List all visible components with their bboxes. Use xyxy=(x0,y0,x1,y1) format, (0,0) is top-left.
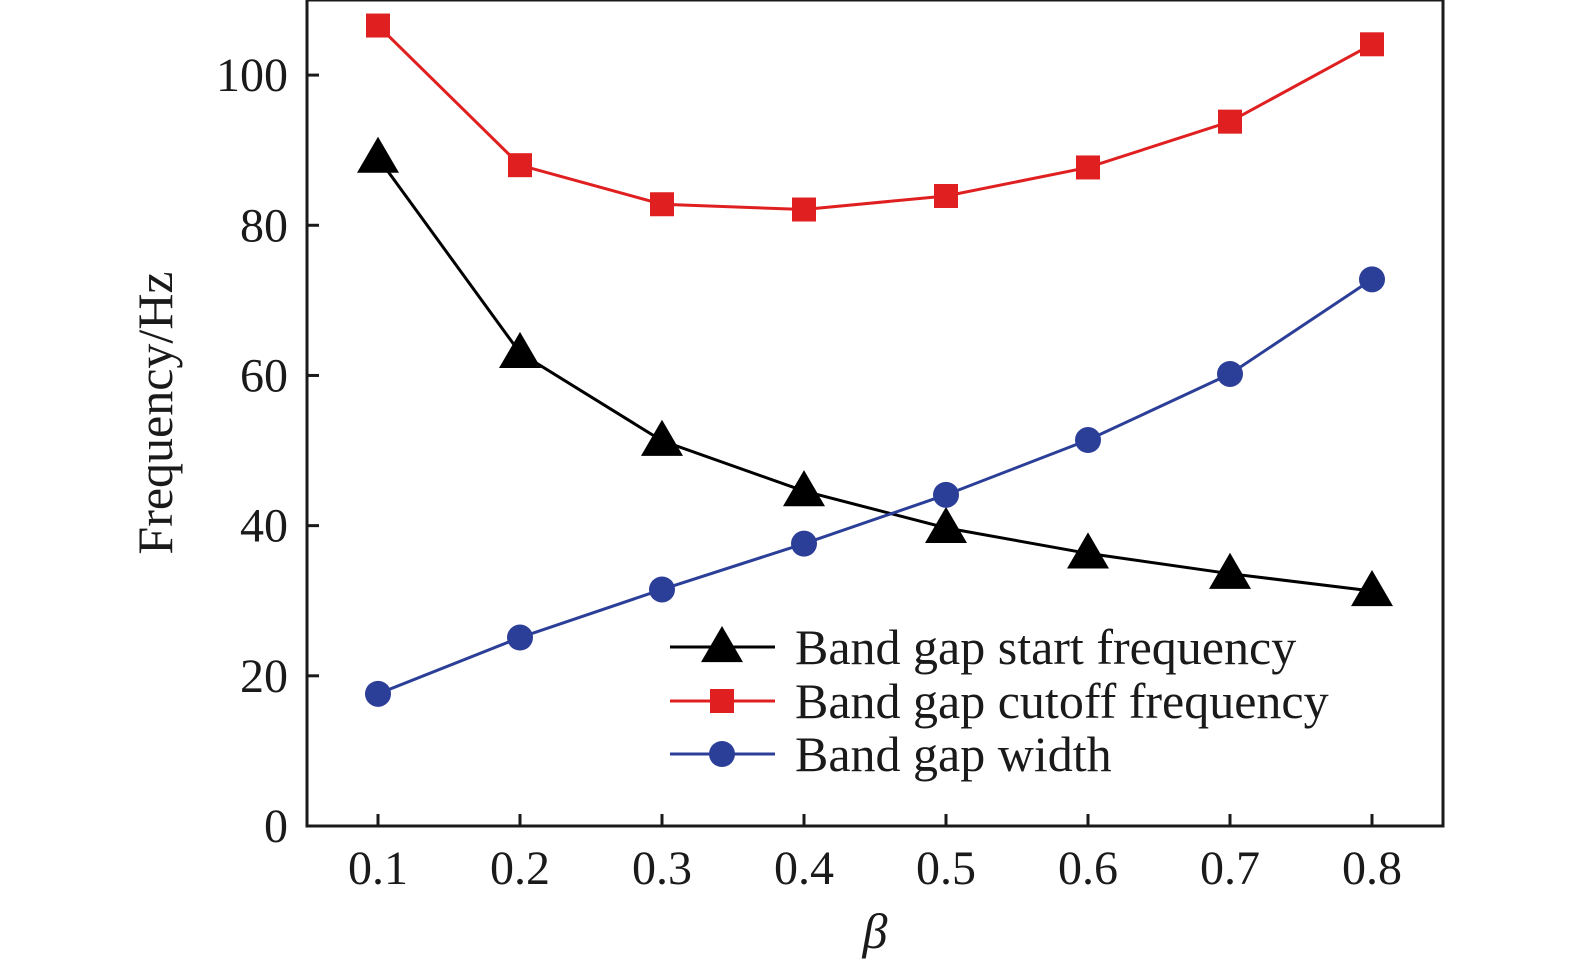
y-tick-label: 0 xyxy=(264,800,288,853)
data-point-square xyxy=(650,192,674,217)
data-point-square xyxy=(1076,155,1100,180)
x-tick-label: 0.1 xyxy=(348,842,408,895)
data-point-square xyxy=(366,13,390,38)
series-line xyxy=(376,24,1373,212)
x-tick-label: 0.8 xyxy=(1342,842,1402,895)
series-line xyxy=(377,278,1373,696)
legend-marker-circle xyxy=(709,741,735,767)
data-point-circle xyxy=(1359,266,1385,293)
x-axis-ticks: 0.1 0.2 0.3 0.4 0.5 0.6 0.7 0.8 xyxy=(348,814,1402,895)
series-triangle xyxy=(357,136,1393,607)
y-tick-label: 60 xyxy=(240,349,288,402)
data-point-triangle xyxy=(357,136,399,173)
legend-label: Band gap cutoff frequency xyxy=(795,673,1329,729)
y-axis-title: Frequency/Hz xyxy=(127,271,183,554)
legend-item: Band gap width xyxy=(670,726,1112,782)
data-point-square xyxy=(934,183,958,208)
data-point-circle xyxy=(365,680,391,707)
data-point-square xyxy=(1218,109,1242,134)
legend-marker-square xyxy=(710,689,734,713)
data-point-circle xyxy=(791,530,817,557)
y-tick-label: 20 xyxy=(240,650,288,703)
x-tick-label: 0.6 xyxy=(1058,842,1118,895)
data-point-circle xyxy=(649,576,675,603)
data-point-square xyxy=(1360,32,1384,57)
series-line xyxy=(376,156,1373,593)
series-circle xyxy=(365,266,1385,707)
data-point-triangle xyxy=(925,506,967,544)
data-point-square xyxy=(792,197,816,222)
x-tick-label: 0.2 xyxy=(490,842,550,895)
data-point-circle xyxy=(1217,360,1243,387)
x-tick-label: 0.3 xyxy=(632,842,692,895)
series-layer xyxy=(357,13,1393,707)
plot-frame xyxy=(305,0,1445,828)
y-axis-ticks: 0 20 40 60 80 100 xyxy=(216,49,319,853)
data-point-triangle xyxy=(783,470,825,507)
data-point-circle xyxy=(933,481,959,508)
data-point-square xyxy=(508,153,532,178)
x-tick-label: 0.4 xyxy=(774,842,834,895)
data-point-triangle xyxy=(1351,569,1393,607)
x-tick-label: 0.5 xyxy=(916,842,976,895)
legend-item: Band gap start frequency xyxy=(670,619,1296,675)
data-point-triangle xyxy=(1209,552,1251,589)
data-point-triangle xyxy=(1067,532,1109,569)
y-tick-label: 40 xyxy=(240,500,288,553)
legend-item: Band gap cutoff frequency xyxy=(670,673,1329,729)
y-tick-label: 100 xyxy=(216,49,288,102)
data-point-circle xyxy=(507,624,533,651)
x-axis-title: β xyxy=(862,903,888,959)
data-point-triangle xyxy=(499,331,541,369)
y-tick-label: 80 xyxy=(240,199,288,252)
data-point-circle xyxy=(1075,427,1101,454)
legend-label: Band gap width xyxy=(795,726,1112,782)
data-point-triangle xyxy=(641,419,683,456)
legend-label: Band gap start frequency xyxy=(795,619,1296,675)
legend-marker-triangle xyxy=(701,626,743,663)
series-square xyxy=(366,13,1384,222)
plot-area xyxy=(305,0,1445,828)
x-tick-label: 0.7 xyxy=(1200,842,1260,895)
